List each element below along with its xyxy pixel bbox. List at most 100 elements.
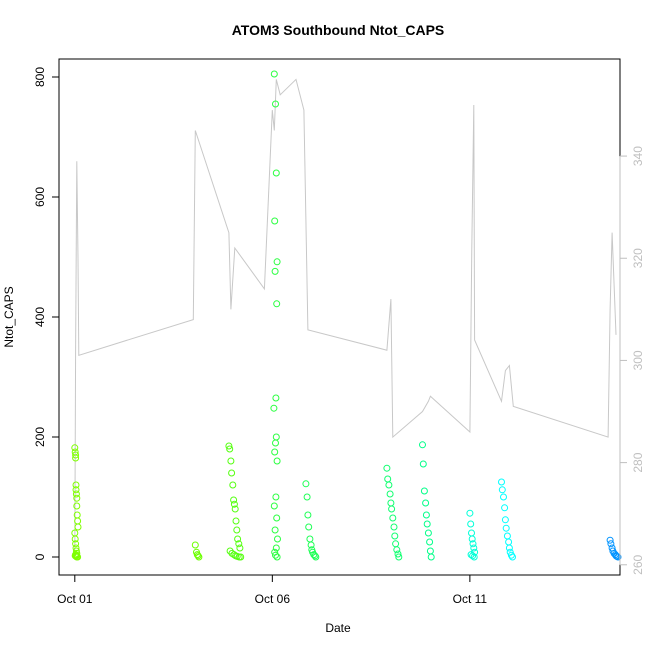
data-point	[312, 553, 320, 561]
series-oct-11	[466, 509, 479, 561]
data-point	[232, 517, 240, 525]
data-point	[230, 500, 238, 508]
series-oct-06	[270, 70, 281, 561]
data-point	[419, 460, 427, 468]
data-point	[72, 486, 80, 494]
secondary-line-layer	[74, 78, 617, 555]
y-tick-label: 600	[33, 187, 47, 207]
data-point	[302, 480, 310, 488]
data-point	[606, 536, 614, 544]
data-point	[274, 535, 281, 543]
data-point	[74, 523, 82, 531]
data-point	[500, 493, 507, 501]
data-point	[272, 100, 279, 108]
data-point	[422, 499, 430, 507]
data-point	[470, 544, 478, 552]
y-axis-label: Ntot_CAPS	[2, 286, 16, 347]
data-point	[272, 551, 279, 559]
data-point	[194, 552, 202, 560]
data-point	[419, 441, 426, 449]
data-point	[235, 540, 243, 548]
data-point	[303, 493, 311, 501]
data-point	[73, 502, 81, 510]
data-point	[273, 300, 281, 308]
data-point	[272, 439, 279, 447]
series-oct-01	[71, 444, 82, 561]
data-point	[195, 553, 203, 561]
data-point	[385, 481, 393, 489]
data-point	[509, 553, 516, 561]
data-point	[427, 553, 435, 561]
data-point	[383, 464, 391, 472]
data-point	[270, 502, 278, 510]
x-tick-label: Oct 01	[57, 592, 93, 606]
data-point	[270, 70, 278, 78]
y2-tick-label: 300	[631, 350, 645, 370]
data-point	[272, 493, 280, 501]
data-point	[271, 448, 279, 456]
y2-tick-label: 280	[631, 452, 645, 472]
data-point	[72, 454, 80, 462]
data-point	[72, 481, 80, 489]
data-point	[72, 544, 80, 552]
data-point	[466, 509, 474, 517]
y2-tick-label: 320	[631, 248, 645, 268]
data-point	[470, 553, 478, 561]
data-point	[233, 526, 241, 534]
y-tick-label: 200	[33, 427, 47, 447]
data-point	[391, 532, 399, 540]
data-point	[422, 511, 430, 519]
data-point	[468, 535, 476, 543]
x-tick-label: Oct 11	[453, 592, 488, 606]
data-point	[505, 544, 513, 552]
series-oct-05	[225, 442, 245, 561]
data-point	[234, 535, 242, 543]
data-point	[467, 520, 475, 528]
y-tick-label: 400	[33, 307, 47, 327]
data-point	[231, 505, 239, 513]
data-point	[271, 526, 279, 534]
data-point	[273, 457, 281, 465]
data-point	[229, 481, 237, 489]
data-point	[72, 490, 80, 498]
data-point	[225, 442, 233, 450]
data-point	[389, 514, 397, 522]
y2-tick-label: 340	[631, 146, 645, 166]
data-point	[236, 544, 244, 552]
data-point	[228, 469, 236, 477]
series-oct-04	[191, 541, 203, 561]
data-point	[498, 478, 505, 486]
series-oct-08	[383, 464, 403, 561]
series-oct-14	[606, 536, 622, 561]
points-layer	[71, 70, 622, 561]
data-point	[271, 267, 279, 275]
data-point	[71, 535, 79, 543]
data-point	[420, 487, 428, 495]
data-point	[273, 553, 281, 561]
data-point	[426, 538, 434, 546]
series-oct-12	[498, 478, 516, 561]
data-point	[471, 548, 479, 556]
series-oct-07	[302, 480, 320, 561]
data-point	[270, 404, 278, 412]
data-point	[227, 457, 235, 465]
data-point	[501, 504, 509, 512]
x-axis-label: Date	[325, 621, 351, 635]
data-point	[74, 553, 82, 561]
data-point	[73, 494, 81, 502]
data-point	[423, 520, 431, 528]
data-point	[498, 486, 506, 494]
data-point	[393, 546, 401, 554]
data-point	[395, 553, 403, 561]
data-point	[507, 551, 515, 559]
data-point	[469, 540, 477, 548]
data-point	[72, 540, 80, 548]
data-point	[424, 529, 432, 537]
data-point	[272, 394, 280, 402]
data-point	[614, 553, 622, 561]
axes-layer: Oct 01 Oct 06 Oct 11 0 200 400 600 800 260 280 300…	[33, 67, 645, 606]
secondary-series-line	[74, 78, 617, 555]
